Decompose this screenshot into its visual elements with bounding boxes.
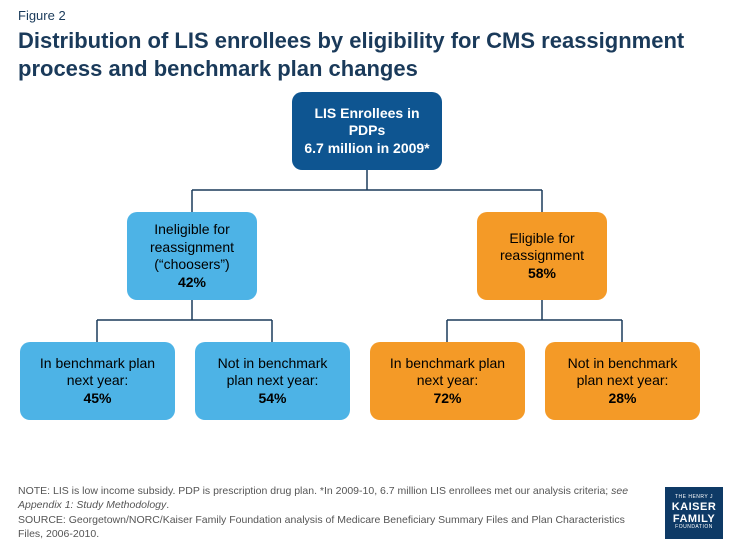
node-leaf-d-value: 28% [608, 390, 636, 408]
footnotes: NOTE: LIS is low income subsidy. PDP is … [18, 484, 638, 541]
node-ineligible: Ineligible for reassignment (“choosers”)… [127, 212, 257, 300]
node-leaf-d-label: Not in benchmark plan next year: [553, 355, 692, 390]
node-leaf-b: Not in benchmark plan next year: 54% [195, 342, 350, 420]
node-root-label: LIS Enrollees in PDPs [300, 105, 434, 140]
logo-line-bottom: FOUNDATION [675, 525, 713, 531]
node-leaf-d: Not in benchmark plan next year: 28% [545, 342, 700, 420]
node-leaf-c-value: 72% [433, 390, 461, 408]
node-leaf-a-label: In benchmark plan next year: [28, 355, 167, 390]
node-leaf-c-label: In benchmark plan next year: [378, 355, 517, 390]
node-leaf-a: In benchmark plan next year: 45% [20, 342, 175, 420]
node-leaf-c: In benchmark plan next year: 72% [370, 342, 525, 420]
node-eligible-value: 58% [528, 265, 556, 283]
node-leaf-b-label: Not in benchmark plan next year: [203, 355, 342, 390]
tree-diagram: LIS Enrollees in PDPs 6.7 million in 200… [0, 92, 735, 432]
node-root: LIS Enrollees in PDPs 6.7 million in 200… [292, 92, 442, 170]
node-leaf-a-value: 45% [83, 390, 111, 408]
kaiser-logo: THE HENRY J KAISER FAMILY FOUNDATION [665, 487, 723, 539]
node-ineligible-value: 42% [178, 274, 206, 292]
page-title: Distribution of LIS enrollees by eligibi… [0, 23, 735, 82]
node-eligible-label: Eligible for reassignment [485, 230, 599, 265]
note-text-end: . [166, 499, 169, 511]
source-text: SOURCE: Georgetown/NORC/Kaiser Family Fo… [18, 514, 625, 540]
figure-label: Figure 2 [0, 0, 735, 23]
node-leaf-b-value: 54% [258, 390, 286, 408]
note-text: NOTE: LIS is low income subsidy. PDP is … [18, 485, 611, 497]
node-ineligible-label: Ineligible for reassignment (“choosers”) [135, 221, 249, 274]
node-eligible: Eligible for reassignment 58% [477, 212, 607, 300]
node-root-value: 6.7 million in 2009* [304, 140, 429, 158]
logo-line-kaiser: KAISER [672, 501, 717, 513]
